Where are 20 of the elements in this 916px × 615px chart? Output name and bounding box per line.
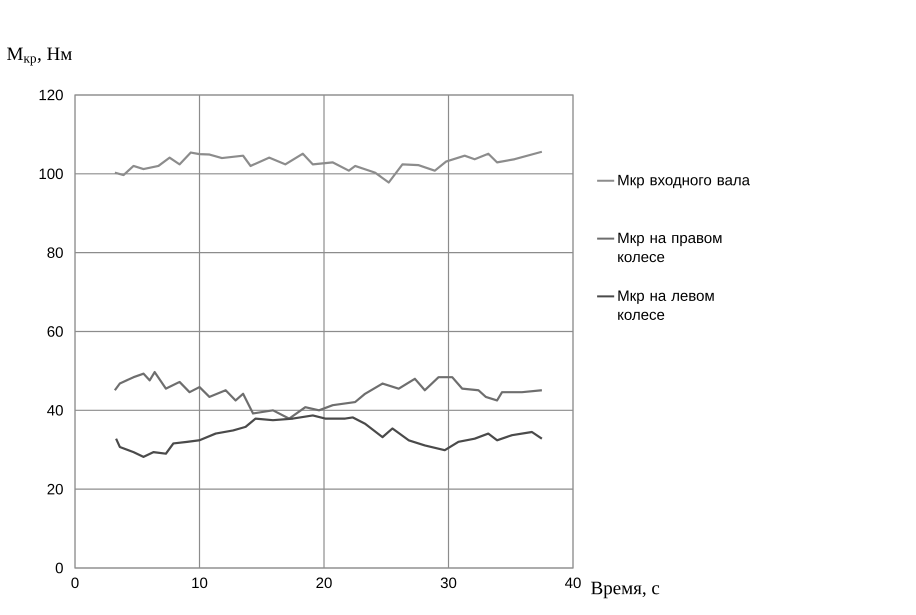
x-tick-label: 30 [440,578,456,588]
y-tick-label: 100 [40,168,63,180]
y-tick-label: 120 [40,90,63,100]
x-axis-title: Время, с [591,582,660,598]
legend-label: Мкр входного вала [618,174,750,188]
legend-label: Мкр на правом колесе [618,232,722,262]
y-tick-label: 60 [48,326,63,337]
y-tick-label: 80 [47,247,63,258]
y-axis-title: M$_{кр}$, Нм [7,48,72,66]
line-series [114,150,543,184]
line-series [114,414,543,458]
y-tick-label: 20 [48,484,63,494]
x-tick-label: 0 [71,578,79,588]
legend-label: Мкр на левом колесе [618,290,714,320]
y-tick-label: 0 [56,562,63,574]
x-tick-label: 10 [192,578,208,588]
x-tick-label: 20 [316,578,332,588]
y-tick-label: 40 [47,405,63,416]
x-tick-label: 40 [565,578,581,588]
line-series [114,370,543,420]
